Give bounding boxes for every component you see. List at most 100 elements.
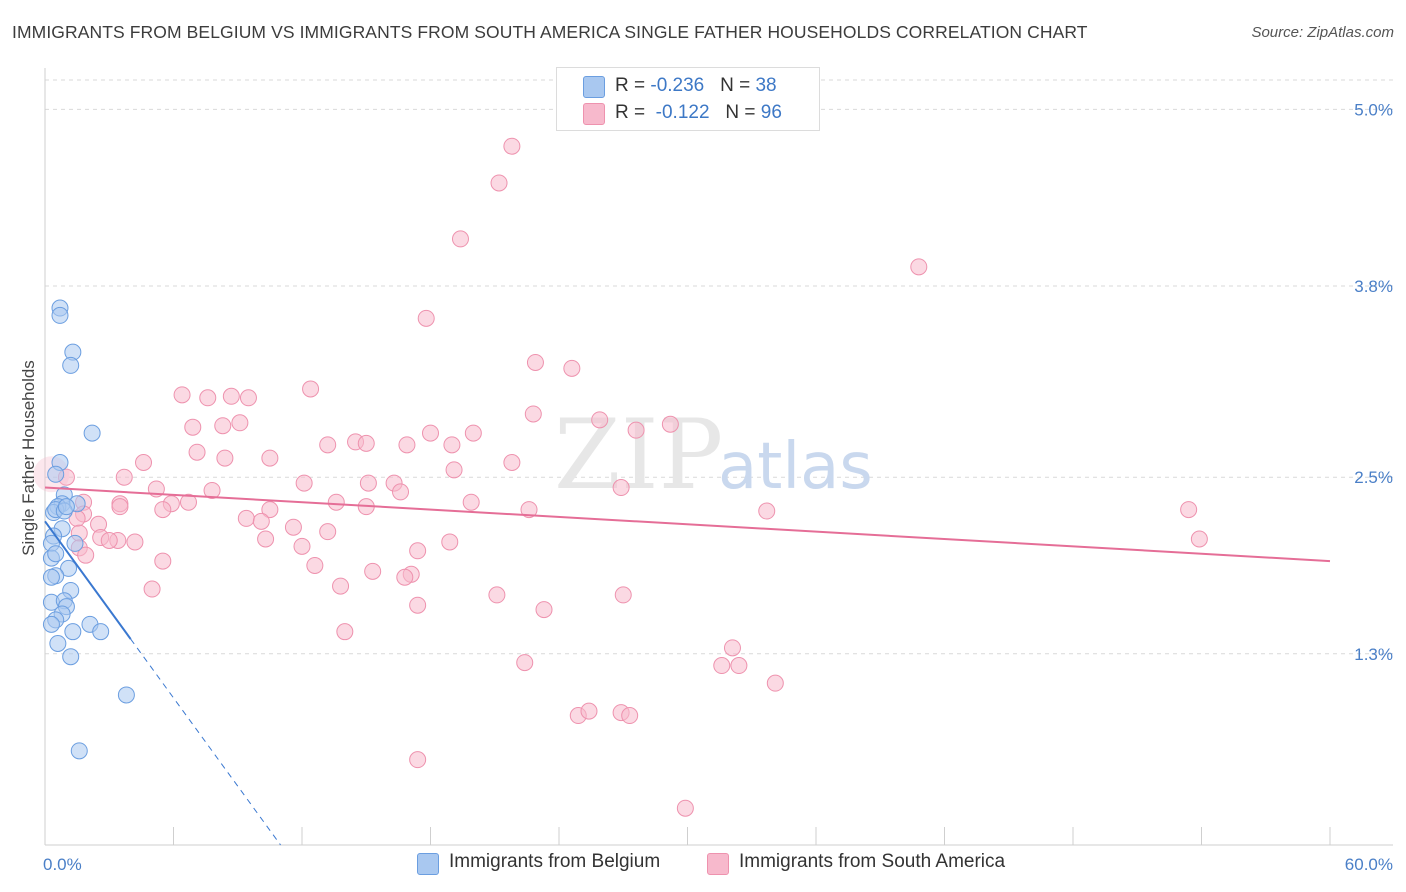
data-point	[396, 568, 414, 586]
data-point	[231, 414, 249, 432]
data-point	[117, 686, 135, 704]
data-point	[364, 562, 382, 580]
data-point	[203, 481, 221, 499]
legend-n-label: N =	[720, 75, 756, 96]
data-point	[516, 654, 534, 672]
data-point	[111, 498, 129, 516]
trend-line-belgium-extension	[130, 638, 281, 846]
data-point	[62, 356, 80, 374]
data-point	[239, 389, 257, 407]
data-point	[398, 436, 416, 454]
legend-label-belgium: Immigrants from Belgium	[449, 851, 661, 872]
data-point	[443, 436, 461, 454]
data-point	[409, 542, 427, 560]
data-point	[503, 137, 521, 155]
legend-r-value: -0.122	[655, 102, 710, 123]
data-point	[591, 411, 609, 429]
tick-labels: 1.3% 2.5% 3.8% 5.0% 0.0% 60.0%	[43, 100, 1393, 874]
data-point	[214, 417, 232, 435]
data-point	[42, 568, 60, 586]
data-point	[179, 493, 197, 511]
data-point	[216, 449, 234, 467]
trend-lines	[44, 486, 1331, 846]
y-axis-label: Single Father Households	[19, 360, 38, 556]
data-point	[154, 501, 172, 519]
axes	[44, 68, 1393, 846]
data-point	[766, 674, 784, 692]
data-point	[100, 531, 118, 549]
data-point	[64, 623, 82, 641]
data-point	[126, 533, 144, 551]
y-tick-label: 1.3%	[1354, 645, 1393, 664]
data-point	[57, 498, 75, 516]
data-point	[614, 586, 632, 604]
data-point	[261, 501, 279, 519]
data-point	[422, 424, 439, 442]
legend-swatch-belgium	[583, 76, 605, 98]
watermark-atlas: atlas	[718, 430, 873, 504]
x-tick-label: 0.0%	[43, 855, 82, 874]
data-point	[199, 389, 217, 407]
data-point	[520, 501, 538, 519]
data-point	[723, 639, 741, 657]
data-point	[621, 707, 639, 725]
data-point	[154, 552, 172, 570]
data-point	[676, 799, 694, 817]
data-point	[359, 474, 377, 492]
data-point	[462, 493, 480, 511]
data-point	[295, 474, 313, 492]
legend-swatch-south-america	[583, 103, 605, 125]
data-point	[441, 533, 459, 551]
data-point	[92, 623, 110, 641]
data-point	[60, 559, 78, 577]
data-point	[1190, 530, 1208, 548]
legend-n-value: 38	[755, 75, 777, 96]
data-point	[327, 493, 345, 511]
data-point	[627, 421, 645, 439]
data-point	[612, 479, 630, 497]
data-point	[293, 537, 311, 555]
legend-r-label: R =	[615, 75, 651, 96]
data-point	[66, 534, 84, 552]
data-point	[261, 449, 279, 467]
data-point	[336, 623, 354, 641]
data-point	[409, 596, 427, 614]
data-point	[222, 387, 240, 405]
data-point	[490, 174, 508, 192]
data-point	[143, 580, 161, 598]
data-point	[535, 601, 553, 619]
data-point	[306, 556, 324, 574]
data-point	[1180, 501, 1198, 519]
data-point	[357, 434, 375, 452]
data-point	[237, 509, 255, 527]
data-point	[47, 465, 65, 483]
data-point	[115, 468, 133, 486]
data-point	[563, 359, 581, 377]
data-point	[70, 742, 88, 760]
trend-line-south-america	[44, 486, 1331, 563]
legend-stats: R = -0.236 N = 38 R = -0.122 N = 96	[556, 67, 820, 131]
legend-r-value: -0.236	[650, 75, 705, 96]
trend-line-belgium	[44, 520, 132, 640]
legend-n-value: 96	[760, 102, 782, 123]
data-point	[302, 380, 320, 398]
y-tick-label: 2.5%	[1354, 468, 1393, 487]
data-point	[445, 461, 463, 479]
data-point	[135, 454, 153, 471]
data-point	[713, 657, 731, 675]
grid-lines	[45, 79, 1393, 655]
data-point	[47, 545, 65, 563]
data-point	[173, 386, 191, 404]
data-point	[257, 530, 275, 548]
data-point	[392, 483, 410, 501]
data-point	[758, 502, 776, 520]
data-point	[526, 353, 544, 371]
data-point	[51, 306, 69, 324]
series-belgium	[42, 299, 135, 760]
data-point	[451, 230, 469, 248]
data-point	[319, 436, 337, 454]
x-tick-label: 60.0%	[1345, 855, 1393, 874]
data-point	[77, 546, 95, 564]
data-point	[580, 702, 598, 720]
